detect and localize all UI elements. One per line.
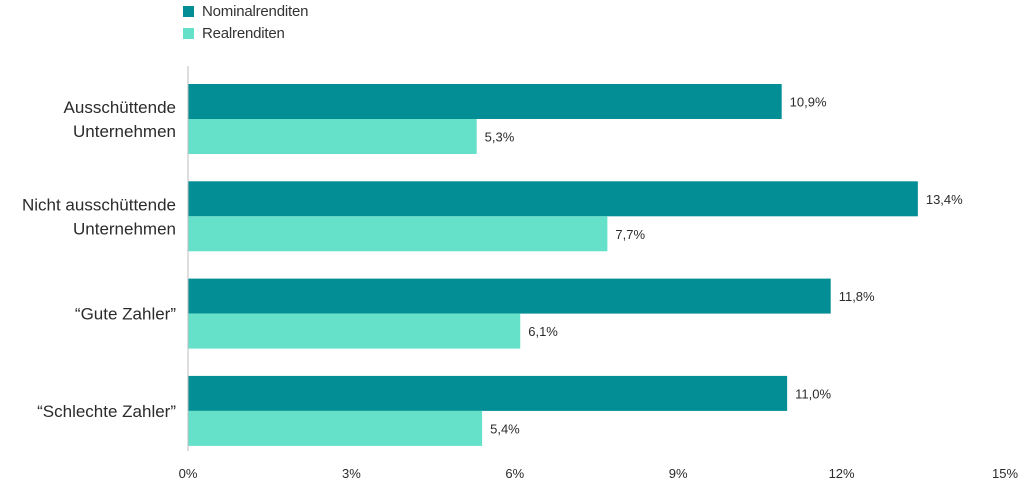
x-tick-label-1: 3%	[342, 466, 361, 481]
legend-swatch-real	[183, 27, 194, 39]
category-label-0: Ausschüttende Unternehmen	[64, 98, 176, 141]
bar-real-2	[188, 313, 521, 349]
x-tick-label-5: 15%	[992, 466, 1018, 481]
bar-nominal-0	[188, 84, 782, 119]
data-label-real-1: 7,7%	[615, 227, 645, 242]
legend-swatch-nominal	[183, 5, 194, 17]
legend: Nominalrenditen Realrenditen	[183, 0, 308, 44]
data-label-nominal-1: 13,4%	[926, 192, 963, 207]
category-label-1: Nicht ausschüttende Unternehmen	[22, 195, 176, 238]
data-label-real-2: 6,1%	[528, 324, 558, 339]
bar-nominal-1	[188, 181, 918, 217]
legend-item-real: Realrenditen	[183, 22, 308, 44]
data-label-nominal-3: 11,0%	[795, 386, 831, 401]
x-tick-label-2: 6%	[505, 466, 524, 481]
category-label-2: “Gute Zahler”	[75, 305, 176, 324]
bar-real-1	[188, 216, 608, 252]
bar-real-0	[188, 119, 477, 154]
legend-label-real: Realrenditen	[202, 24, 285, 42]
category-label-3: “Schlechte Zahler”	[37, 402, 176, 421]
bar-real-3	[188, 410, 483, 446]
legend-label-nominal: Nominalrenditen	[202, 2, 309, 20]
data-label-real-3: 5,4%	[490, 421, 520, 436]
data-label-nominal-2: 11,8%	[839, 289, 875, 304]
bar-nominal-2	[188, 278, 831, 314]
data-label-real-0: 5,3%	[485, 130, 515, 145]
x-tick-label-0: 0%	[179, 466, 198, 481]
x-tick-label-4: 12%	[829, 466, 855, 481]
legend-item-nominal: Nominalrenditen	[183, 0, 308, 22]
bar-nominal-3	[188, 375, 788, 411]
data-label-nominal-0: 10,9%	[790, 95, 827, 110]
x-tick-label-3: 9%	[669, 466, 688, 481]
